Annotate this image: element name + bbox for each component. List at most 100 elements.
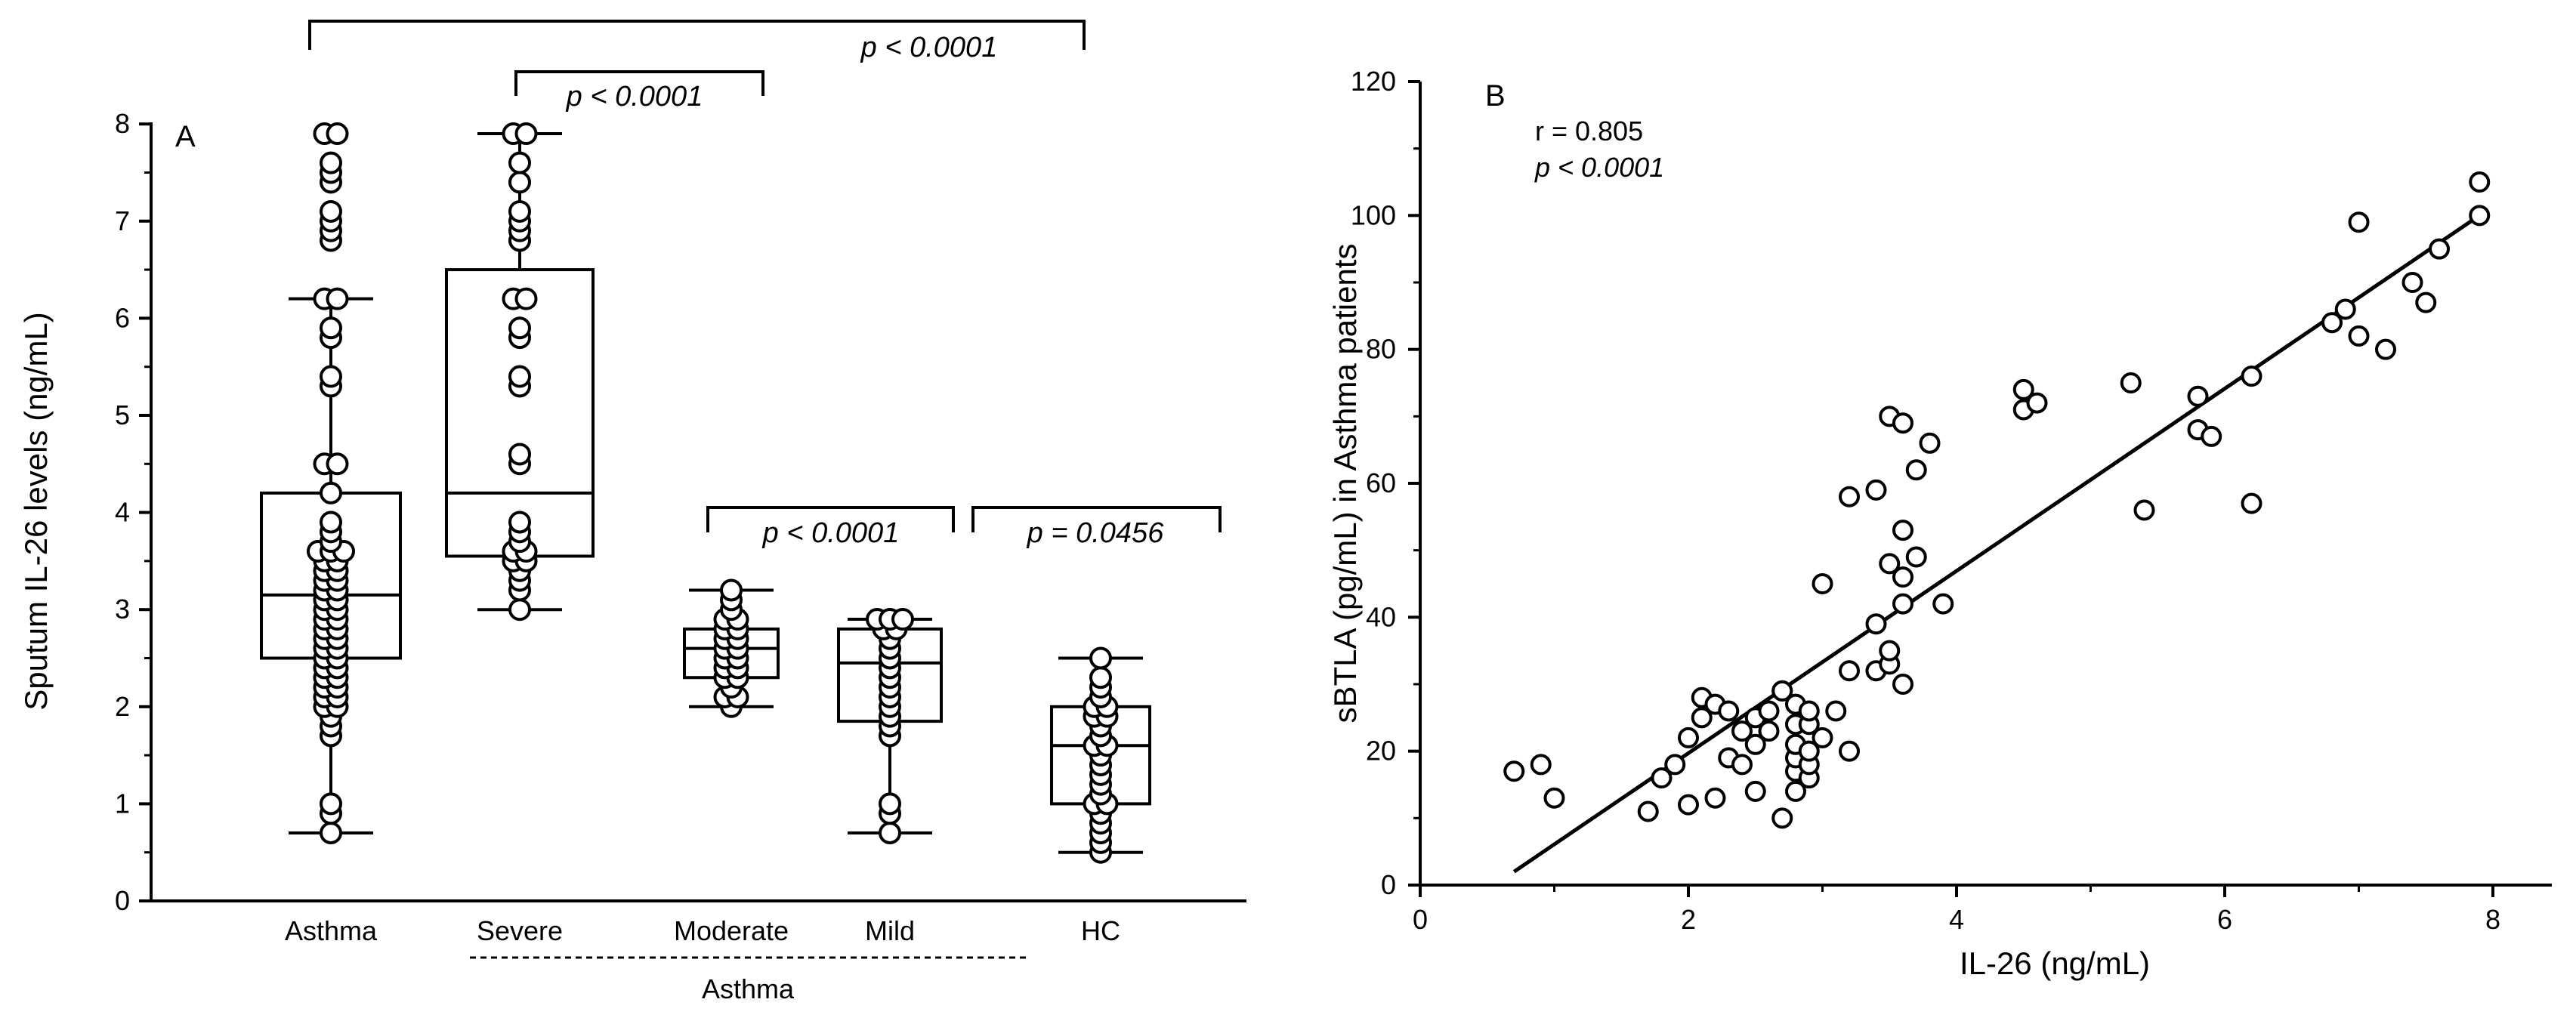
- panel-b-y-tick-label: 60: [1366, 467, 1396, 498]
- scatter-point: [1718, 700, 1740, 722]
- scatter-point: [1704, 787, 1726, 809]
- panel-a-category-label: HC: [1081, 915, 1120, 946]
- panel-a-y-tick-label: 8: [115, 108, 130, 139]
- panel-b-x-tick-label: 4: [1949, 904, 1964, 935]
- data-point: [320, 151, 342, 174]
- panel-a-y-tick-label: 1: [115, 788, 130, 819]
- significance-bracket: [706, 506, 955, 532]
- data-point: [320, 481, 342, 504]
- panel-a-category-labels: Asthma Severe Moderate Mild HC: [285, 915, 1120, 946]
- scatter-point: [1905, 459, 1927, 481]
- panel-a-label: A: [175, 120, 196, 153]
- scatter-point: [1691, 707, 1713, 729]
- scatter-point: [2241, 492, 2262, 514]
- panel-b-x-tick-label: 0: [1413, 904, 1428, 935]
- scatter-point: [1758, 720, 1780, 742]
- panel-a-y-tick-label: 6: [115, 302, 130, 333]
- panel-a-boxes: [260, 132, 1151, 854]
- scatter-point: [1758, 700, 1780, 722]
- scatter-point: [1892, 412, 1913, 434]
- data-point: [508, 365, 531, 388]
- panel-b-y-tick-label: 40: [1366, 601, 1396, 632]
- significance-p-value: p < 0.0001: [860, 32, 998, 63]
- panel-b-x-tick-label: 2: [1681, 904, 1696, 935]
- scatter-point: [1678, 726, 1699, 748]
- panel-a-y-tick-label: 2: [115, 691, 130, 722]
- scatter-point: [1905, 546, 1927, 568]
- scatter-point: [2375, 338, 2396, 360]
- scatter-point: [2187, 385, 2209, 407]
- panel-a-y-tick-label: 3: [115, 594, 130, 625]
- data-point: [891, 608, 914, 631]
- scatter-point: [1731, 754, 1753, 776]
- scatter-point: [1678, 794, 1699, 816]
- scatter-point: [1825, 700, 1847, 722]
- scatter-point: [2241, 366, 2262, 387]
- data-point: [720, 578, 743, 602]
- scatter-point: [2469, 171, 2491, 193]
- scatter-point: [2334, 298, 2356, 320]
- significance-p-value: p < 0.0001: [566, 81, 703, 113]
- scatter-point: [1785, 780, 1806, 802]
- panel-b-y-tick-label: 120: [1351, 66, 1396, 97]
- panel-a-y-tick-label: 5: [115, 399, 130, 430]
- significance-p-value: p = 0.0456: [1027, 517, 1165, 549]
- scatter-point: [1932, 593, 1954, 615]
- scatter-point: [1879, 640, 1901, 662]
- panel-b-y-ticks: 0 20 40 60 80 100 120: [1351, 66, 1420, 900]
- panel-b-y-tick-label: 80: [1366, 334, 1396, 365]
- data-point: [508, 171, 531, 194]
- data-point: [1089, 666, 1112, 689]
- panel-b-x-label: IL-26 (ng/mL): [1960, 945, 2150, 981]
- panel-a-points: [307, 122, 1119, 864]
- panel-b-x-tick-label: 6: [2217, 904, 2232, 935]
- data-point: [879, 821, 901, 844]
- panel-a-category-label: Moderate: [674, 915, 789, 946]
- scatter-point: [2469, 205, 2491, 227]
- data-point: [320, 316, 342, 340]
- scatter-point: [1879, 553, 1901, 575]
- panel-b-x-ticks: 0 2 4 6 8: [1413, 885, 2500, 935]
- data-point: [326, 452, 349, 476]
- data-point: [514, 122, 538, 146]
- scatter-point: [1744, 780, 1766, 802]
- panel-a-y-ticks: 0 1 2 3 4 5 6 7 8: [115, 108, 151, 916]
- panel-a-category-label: Asthma: [285, 915, 378, 946]
- data-point: [514, 287, 538, 310]
- scatter-point: [1892, 566, 1913, 588]
- data-point: [326, 122, 349, 146]
- scatter-point: [1771, 680, 1793, 702]
- panel-b-scatter-plot: 0 20 40 60 80 100 120 0 2 4 6 8 B r = 0.805 p < 0.…: [1327, 66, 2552, 981]
- scatter-point: [1530, 754, 1552, 776]
- panel-a-category-label: Mild: [865, 915, 915, 946]
- scatter-point: [2012, 378, 2034, 400]
- scatter-point: [2321, 312, 2343, 334]
- scatter-point: [2415, 291, 2437, 313]
- significance-p-value: p < 0.0001: [762, 517, 900, 549]
- scatter-point: [1771, 807, 1793, 829]
- scatter-point: [1865, 613, 1887, 635]
- panel-a-group-label: Asthma: [702, 973, 795, 1004]
- panel-a-category-label: Severe: [477, 915, 563, 946]
- data-point: [508, 443, 531, 466]
- scatter-point: [1812, 726, 1833, 748]
- data-point: [326, 287, 349, 310]
- panel-b-label: B: [1485, 79, 1506, 113]
- panel-a-y-label: Sputum IL-26 levels (ng/mL): [18, 312, 54, 711]
- significance-bracket: [971, 506, 1222, 532]
- data-point: [320, 510, 342, 534]
- data-point: [1089, 646, 1112, 670]
- data-point: [320, 792, 342, 816]
- panel-a-y-tick-label: 4: [115, 497, 130, 528]
- scatter-point: [1637, 800, 1659, 822]
- scatter-point: [1798, 740, 1820, 762]
- data-point: [320, 199, 342, 223]
- panel-b-y-label: sBTLA (pg/mL) in Asthma patients: [1327, 244, 1363, 723]
- data-point: [879, 792, 901, 816]
- significance-bracket: [514, 70, 764, 96]
- panel-a-y-tick-label: 7: [115, 205, 130, 236]
- scatter-point: [2201, 425, 2222, 447]
- scatter-point: [1892, 593, 1913, 615]
